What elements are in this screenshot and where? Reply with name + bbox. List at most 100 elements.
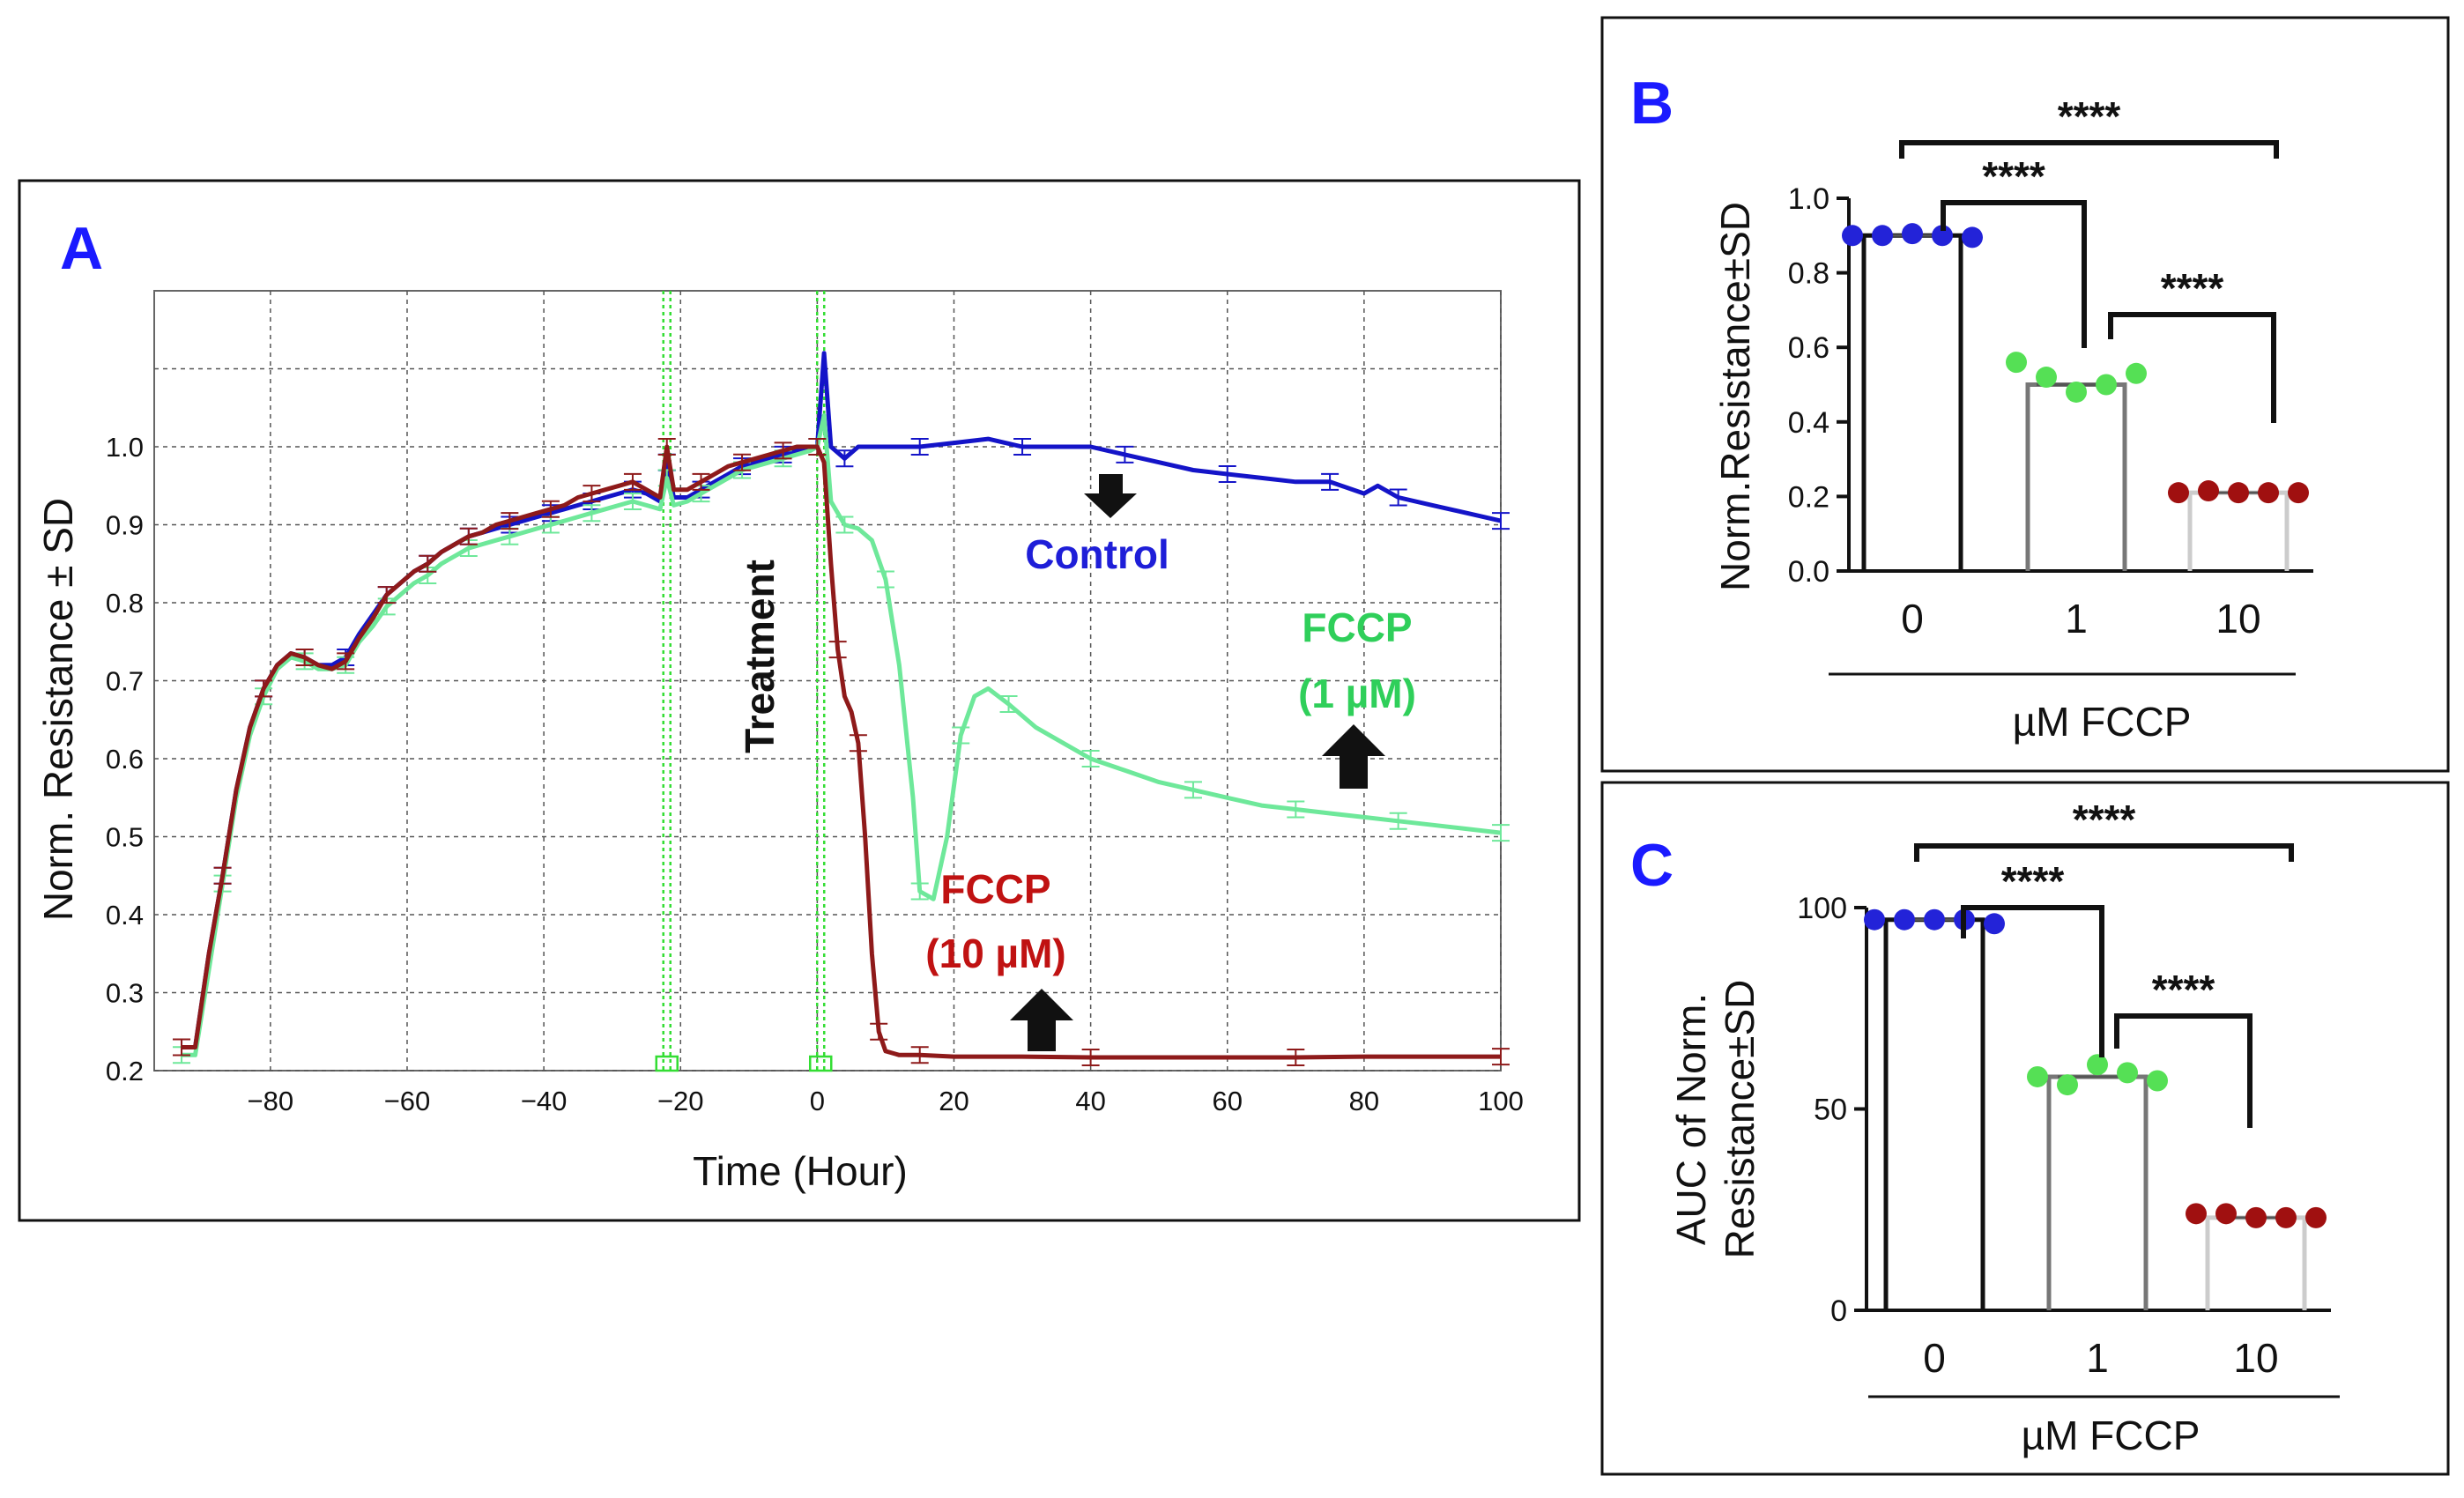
bar — [1883, 917, 1985, 1310]
data-point — [2087, 1054, 2108, 1076]
data-point — [1842, 225, 1863, 247]
y-tick-label: 0.6 — [1788, 331, 1829, 365]
y-tick-label: 0.7 — [106, 666, 144, 697]
significance-bracket — [1941, 200, 2087, 348]
significance-stars: **** — [2001, 858, 2065, 904]
y-tick-label: 0.4 — [1788, 406, 1829, 440]
data-point — [1872, 225, 1893, 247]
data-point — [2027, 1065, 2048, 1087]
panel-c-ylabel-line2: Resistance±SD — [1717, 980, 1763, 1259]
control-label: Control — [1025, 531, 1169, 577]
data-point — [2305, 1206, 2327, 1228]
x-tick-label: 1 — [2065, 596, 2088, 641]
y-tick-label: 100 — [1797, 892, 1847, 925]
panel-c-letter: C — [1630, 832, 1674, 899]
treatment-label: Treatment — [737, 560, 783, 753]
y-tick-label: 1.0 — [1788, 182, 1829, 216]
significance-stars: **** — [2161, 265, 2224, 311]
x-tick-label: −80 — [248, 1086, 294, 1116]
significance-stars: **** — [2058, 93, 2121, 139]
data-point — [2126, 362, 2147, 384]
data-point — [1984, 913, 2005, 935]
bar — [2205, 1215, 2307, 1310]
y-tick-label: 0.0 — [1788, 555, 1829, 589]
control-down-arrow-icon — [1084, 474, 1137, 518]
x-tick-label: 60 — [1213, 1086, 1243, 1116]
fccp-1-label-line1: FCCP — [1302, 604, 1412, 650]
y-tick-label: 0.8 — [1788, 257, 1829, 291]
y-tick-label: 0.8 — [106, 588, 144, 619]
panel-b-xlabel: µM FCCP — [2013, 699, 2192, 745]
panel-a-letter: A — [60, 215, 103, 282]
data-point — [2117, 1062, 2138, 1084]
data-point — [2066, 381, 2087, 403]
data-point — [1962, 226, 1983, 248]
data-point — [2228, 482, 2249, 504]
data-point — [2275, 1206, 2297, 1228]
fccp-1-up-arrow-icon — [1322, 724, 1385, 789]
x-tick-label: 20 — [939, 1086, 969, 1116]
y-tick-label: 0.2 — [1788, 480, 1829, 514]
x-tick-label: −40 — [521, 1086, 568, 1116]
data-point — [2198, 480, 2219, 502]
significance-bracket — [2114, 1013, 2252, 1128]
x-tick-label: 10 — [2215, 596, 2260, 641]
series-line — [182, 444, 1501, 1060]
y-tick-label: 0.6 — [106, 744, 144, 775]
y-tick-label: 0.9 — [106, 510, 144, 541]
panel-a-ylabel: Norm. Resistance ± SD — [35, 498, 81, 921]
x-tick-label: −60 — [384, 1086, 431, 1116]
data-point — [2006, 352, 2027, 374]
data-point — [1894, 908, 1915, 931]
panel-a-xlabel: Time (Hour) — [693, 1148, 908, 1194]
treatment-marker-box — [808, 1055, 833, 1072]
significance-bracket — [1961, 905, 2104, 1057]
data-point — [1902, 223, 1923, 245]
panel-b-ylabel: Norm.Resistance±SD — [1712, 202, 1758, 591]
bar — [2046, 1074, 2149, 1310]
fccp-1-label-line2: (1 µM) — [1298, 671, 1416, 716]
panel-b-plot: 0.0 0.2 0.4 0.6 0.8 1.0 0 1 10 **** **** **** — [1788, 93, 2313, 676]
significance-bracket — [2108, 312, 2276, 423]
data-point — [2288, 482, 2309, 504]
y-tick-label: 50 — [1814, 1094, 1847, 1127]
data-point — [2168, 482, 2189, 504]
panel-a-plot: −80 −60 −40 −20 0 20 40 60 80 100 0.2 0.3 0.4 0.5 0.6 0… — [106, 290, 1524, 1116]
x-tick-label: 1 — [2086, 1335, 2109, 1381]
panel-b-letter: B — [1630, 70, 1674, 137]
panel-c-frame — [1600, 781, 2450, 1476]
treatment-marker-box — [655, 1055, 679, 1072]
bar — [2025, 382, 2127, 571]
x-tick-label: 40 — [1075, 1086, 1105, 1116]
data-point — [1924, 908, 1945, 931]
y-tick-label: 0.2 — [106, 1056, 144, 1086]
significance-stars: **** — [1982, 153, 2045, 199]
bar — [1861, 233, 1963, 571]
bar — [2187, 490, 2290, 571]
significance-stars: **** — [2152, 967, 2215, 1012]
data-point — [1864, 908, 1885, 931]
panel-c-xlabel: µM FCCP — [2022, 1413, 2201, 1458]
x-tick-label: 100 — [1478, 1086, 1524, 1116]
y-tick-label: 0.3 — [106, 978, 144, 1009]
x-tick-label: 10 — [2233, 1335, 2278, 1381]
x-tick-label: 0 — [1901, 596, 1924, 641]
data-point — [2096, 374, 2117, 396]
data-point — [1932, 225, 1953, 247]
y-tick-label: 0 — [1830, 1294, 1847, 1328]
panel-b-frame — [1600, 16, 2450, 773]
significance-stars: **** — [2073, 797, 2136, 842]
y-tick-label: 1.0 — [106, 432, 144, 463]
significance-bracket — [1899, 140, 2279, 159]
x-tick-label: 0 — [1923, 1335, 1946, 1381]
panel-c-ylabel-line1: AUC of Norm. — [1668, 993, 1714, 1245]
data-point — [2057, 1074, 2078, 1096]
data-point — [2215, 1203, 2237, 1225]
data-point — [2147, 1070, 2168, 1092]
x-tick-label: −20 — [657, 1086, 704, 1116]
data-point — [2036, 367, 2057, 389]
x-tick-label: 80 — [1349, 1086, 1379, 1116]
significance-bracket — [1914, 843, 2294, 862]
